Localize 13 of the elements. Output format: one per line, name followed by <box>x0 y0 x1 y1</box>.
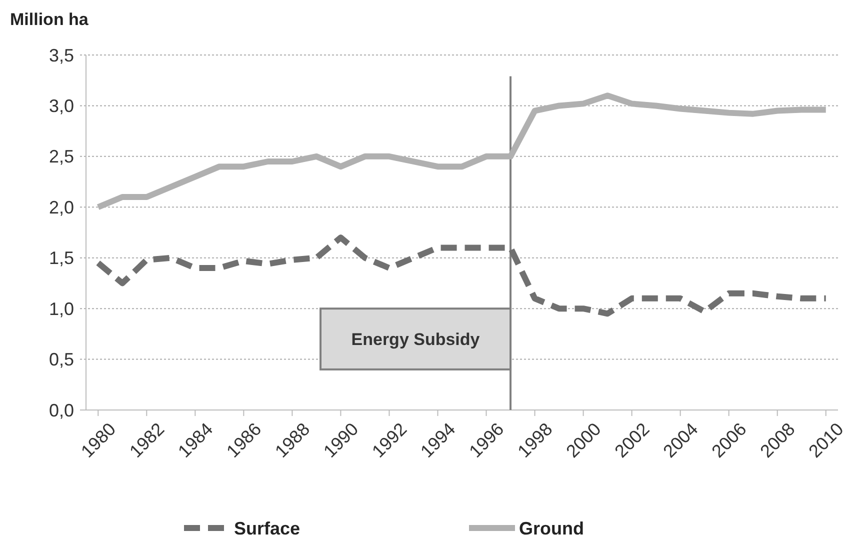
y-tick-label: 0,0 <box>48 400 74 420</box>
ref-line-label: Energy Subsidy <box>351 330 480 349</box>
y-tick-label: 2,5 <box>48 146 74 167</box>
y-tick-label: 2,0 <box>48 197 74 218</box>
label-box: Energy Subsidy <box>320 308 512 370</box>
y-axis-title: Million ha <box>10 10 89 29</box>
legend-label: Ground <box>519 518 584 538</box>
y-tick-label: 1,5 <box>48 248 74 268</box>
y-tick-label: 0,5 <box>48 350 74 370</box>
y-tick-label: 3,0 <box>48 96 74 116</box>
y-tick-label: 1,0 <box>48 298 74 319</box>
legend-label: Surface <box>234 518 300 538</box>
y-tick-label: 3,5 <box>48 45 74 66</box>
